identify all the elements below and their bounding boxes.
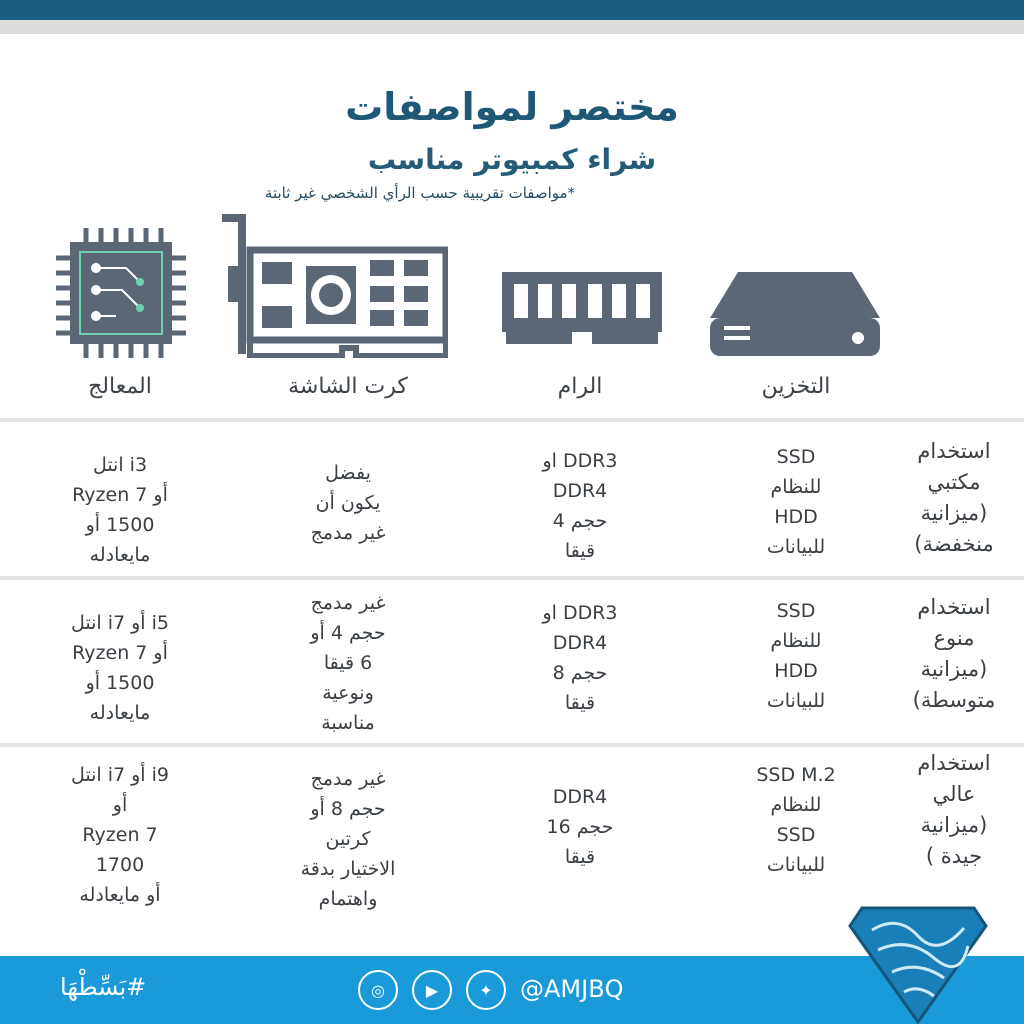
cell-ram: DDR3 او DDR4 حجم 8 قيقا: [542, 602, 618, 714]
cell-ram: DDR4 حجم 16 قيقا: [546, 786, 614, 868]
cell-ram: DDR3 او DDR4 حجم 4 قيقا: [542, 450, 618, 562]
cell-storage: SSD للنظام HDD للبيانات: [766, 600, 826, 712]
row-label: استخدام منوع (ميزانية متوسطة): [912, 595, 996, 712]
hard-drive-icon: [710, 272, 880, 356]
page-subtitle: شراء كمبيوتر مناسب: [367, 143, 657, 176]
graphics-card-icon: [222, 214, 448, 358]
row-divider: [0, 418, 1024, 422]
page-title: مختصر لمواصفات: [345, 85, 679, 129]
ram-icon: [502, 272, 662, 344]
row-divider: [0, 743, 1024, 747]
cell-gpu: يفضل يكون أن غير مدمج: [310, 462, 386, 544]
cell-cpu: i9 أو i7 انتل أو Ryzen 7 1700 أو مايعادل…: [70, 764, 170, 906]
row-divider: [0, 576, 1024, 580]
hashtag: #بَسِّطْهَا: [60, 973, 147, 1001]
cell-storage: SSD M.2 للنظام SSD للبيانات: [756, 764, 836, 876]
column-header-gpu: كرت الشاشة: [288, 374, 408, 399]
social-handle[interactable]: @AMJBQ: [520, 975, 624, 1003]
column-header-storage: التخزين: [761, 374, 831, 399]
cell-cpu: i3 انتل أو Ryzen 7 1500 أو مايعادله: [72, 454, 168, 566]
cpu-chip-icon: [56, 228, 186, 358]
row-label: استخدام عالي (ميزانية جيدة ): [917, 751, 991, 868]
instagram-icon[interactable]: ◎: [358, 970, 398, 1010]
disclaimer-note: *مواصفات تقريبية حسب الرأي الشخصي غير ثا…: [264, 184, 576, 202]
row-label: استخدام مكتبي (ميزانية منخفضة): [914, 439, 994, 556]
calligraphy-logo: [848, 906, 988, 1024]
cell-storage: SSD للنظام HDD للبيانات: [766, 446, 826, 558]
top-bar: [0, 0, 1024, 20]
top-divider: [0, 20, 1024, 34]
youtube-icon[interactable]: ▶: [412, 970, 452, 1010]
cell-gpu: غير مدمج حجم 8 أو كرتين الاختيار بدقة وا…: [300, 768, 396, 910]
twitter-icon[interactable]: ✦: [466, 970, 506, 1010]
cell-gpu: غير مدمج حجم 4 أو 6 قيقا ونوعية مناسبة: [310, 592, 386, 734]
footer-bar: [0, 956, 1024, 1024]
cell-cpu: i5 أو i7 انتل أو Ryzen 7 1500 أو مايعادل…: [70, 612, 170, 724]
column-header-ram: الرام: [557, 374, 603, 399]
column-header-cpu: المعالج: [88, 374, 152, 399]
